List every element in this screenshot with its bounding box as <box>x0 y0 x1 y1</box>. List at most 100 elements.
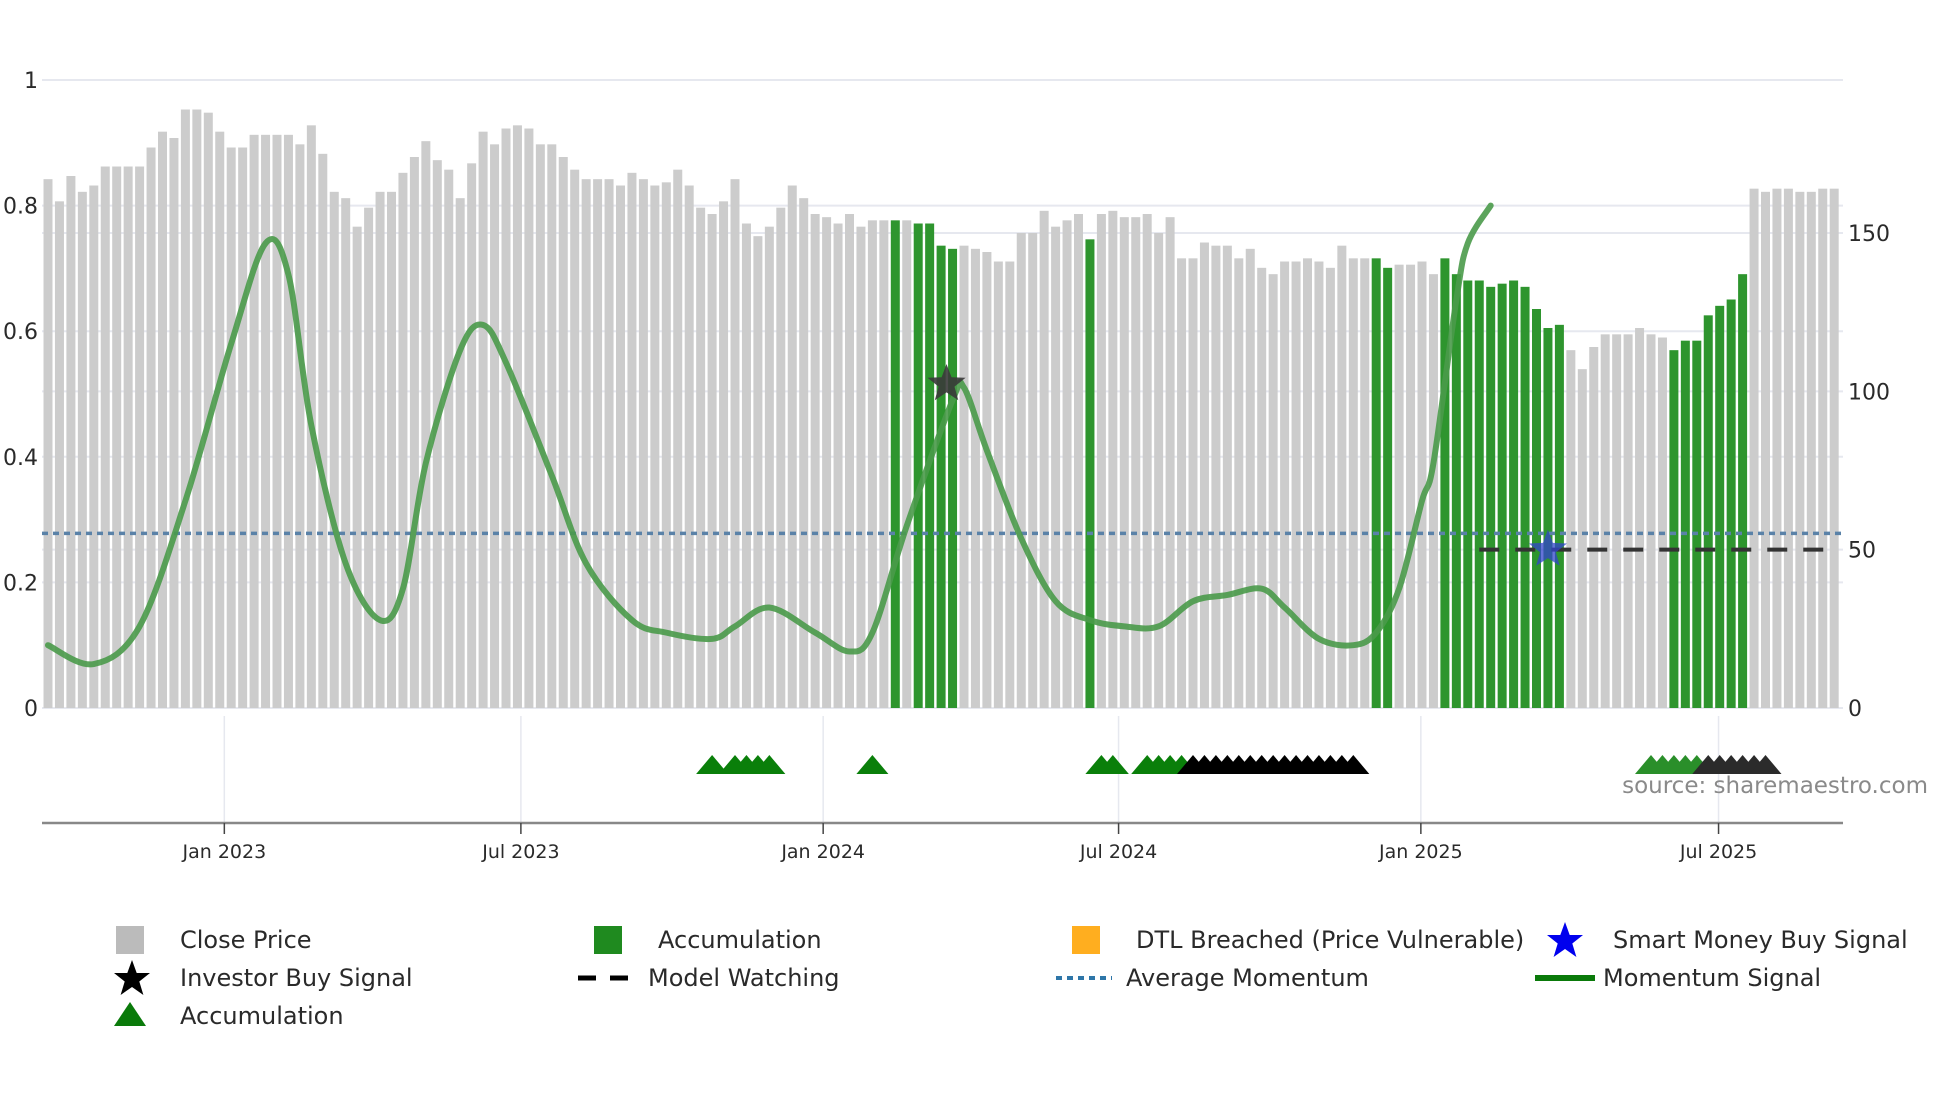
close-price-bar <box>1394 264 1404 708</box>
close-price-bar <box>673 169 683 708</box>
close-price-bar <box>1325 267 1335 708</box>
close-price-bar <box>867 220 877 709</box>
close-price-bar <box>89 185 99 708</box>
close-price-bar <box>1337 245 1347 708</box>
accumulation-bar <box>1680 340 1690 708</box>
close-price-bar <box>1360 258 1370 708</box>
close-price-bar <box>43 179 53 708</box>
accumulation-bar <box>1715 305 1725 708</box>
smart-money-star-icon <box>1528 529 1567 566</box>
close-price-bar <box>249 134 259 709</box>
close-price-bar <box>1119 217 1129 708</box>
close-price-bar <box>512 125 522 709</box>
right-y-axis: 0 50 100 150 <box>1848 222 1890 722</box>
close-price-bar <box>696 207 706 708</box>
close-price-bar <box>261 134 271 709</box>
svg-text:0.4: 0.4 <box>3 446 38 471</box>
close-price-bar <box>982 252 992 708</box>
close-price-bar <box>1199 242 1209 708</box>
close-price-bar <box>741 223 751 708</box>
close-price-bar <box>1577 369 1587 708</box>
close-price-bar <box>1234 258 1244 708</box>
close-price-bar <box>753 236 763 708</box>
close-price-bar <box>1417 261 1427 708</box>
accumulation-bar <box>1520 286 1530 708</box>
close-price-bar <box>364 207 374 708</box>
accumulation-bar <box>1554 324 1564 708</box>
close-price-bar <box>719 201 729 709</box>
close-price-bar <box>1268 274 1278 708</box>
close-price-bar <box>604 179 614 708</box>
close-price-bar <box>845 214 854 708</box>
svg-text:Jan 2024: Jan 2024 <box>780 841 865 863</box>
close-price-bar <box>684 185 694 708</box>
close-price-bar <box>329 191 339 709</box>
close-price-bar <box>1142 214 1152 708</box>
close-price-bar <box>444 169 454 708</box>
close-price-bar <box>1406 264 1416 708</box>
accumulation-bar <box>1738 274 1748 708</box>
svg-text:0.6: 0.6 <box>3 320 38 345</box>
close-price-bar <box>409 157 419 708</box>
close-price-bar <box>1188 258 1198 708</box>
close-price-bar <box>180 109 190 708</box>
left-y-axis: 0 0.2 0.4 0.6 0.8 1 <box>3 69 38 722</box>
accumulation-bar <box>1451 274 1461 708</box>
close-price-bar <box>810 214 820 708</box>
close-price-bar <box>1222 245 1232 708</box>
close-price-bar <box>616 185 625 708</box>
close-price-bar <box>570 169 580 708</box>
close-price-bar <box>100 166 110 708</box>
close-price-bar <box>123 166 133 708</box>
close-price-bar <box>1131 217 1141 708</box>
close-price-bar <box>1096 214 1106 708</box>
close-price-bar <box>1154 233 1164 708</box>
close-price-bar <box>1635 328 1645 708</box>
close-price-bar <box>1314 261 1324 708</box>
close-price-bar <box>1818 188 1828 708</box>
close-price-bar <box>787 185 797 708</box>
accumulation-bar <box>1371 258 1381 708</box>
close-price-bar <box>822 217 832 708</box>
close-price-bars <box>43 109 1839 709</box>
close-price-bar <box>1291 261 1301 708</box>
close-price-bar <box>1749 188 1759 708</box>
accumulation-bar <box>1509 280 1519 708</box>
close-price-bar <box>467 163 477 709</box>
close-price-bar <box>341 198 351 708</box>
accumulation-bar <box>1703 315 1713 708</box>
close-price-bar <box>295 144 305 709</box>
accumulation-bar <box>1440 258 1450 708</box>
svg-text:0: 0 <box>24 697 38 722</box>
close-price-bar <box>146 147 156 708</box>
svg-text:0: 0 <box>1848 697 1862 722</box>
close-price-bar <box>959 245 969 708</box>
close-price-bar <box>638 179 648 708</box>
accumulation-bar <box>1463 280 1473 708</box>
close-price-bar <box>54 201 64 709</box>
close-price-bar <box>1795 191 1805 709</box>
accumulation-bar <box>1486 286 1496 708</box>
svg-text:1: 1 <box>24 69 38 94</box>
close-price-bar <box>66 176 76 708</box>
close-price-bar <box>1348 258 1358 708</box>
close-price-bar <box>1039 210 1049 709</box>
close-price-bar <box>226 147 236 708</box>
svg-text:Jul 2023: Jul 2023 <box>481 841 559 863</box>
close-price-bar <box>215 131 225 708</box>
close-price-bar <box>1612 334 1622 708</box>
close-price-bar <box>501 128 511 708</box>
accumulation-triangle-icon <box>753 755 786 774</box>
close-price-bar <box>1428 274 1438 708</box>
close-price-bar <box>352 226 362 708</box>
close-price-bar <box>1303 258 1312 708</box>
close-price-bar <box>398 172 408 709</box>
close-price-bar <box>1005 261 1015 708</box>
close-price-bar <box>535 144 545 709</box>
accumulation-triangle-icon <box>856 755 889 774</box>
close-price-bar <box>1829 188 1839 708</box>
svg-text:Jan 2023: Jan 2023 <box>181 841 266 863</box>
close-price-bar <box>1657 337 1667 708</box>
close-price-bar <box>490 144 500 709</box>
